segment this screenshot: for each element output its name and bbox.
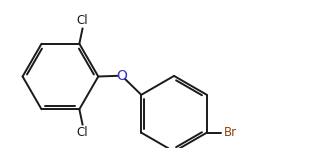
Text: Cl: Cl xyxy=(77,126,88,139)
Text: O: O xyxy=(116,69,127,83)
Text: Cl: Cl xyxy=(77,14,88,27)
Text: Br: Br xyxy=(223,126,237,139)
